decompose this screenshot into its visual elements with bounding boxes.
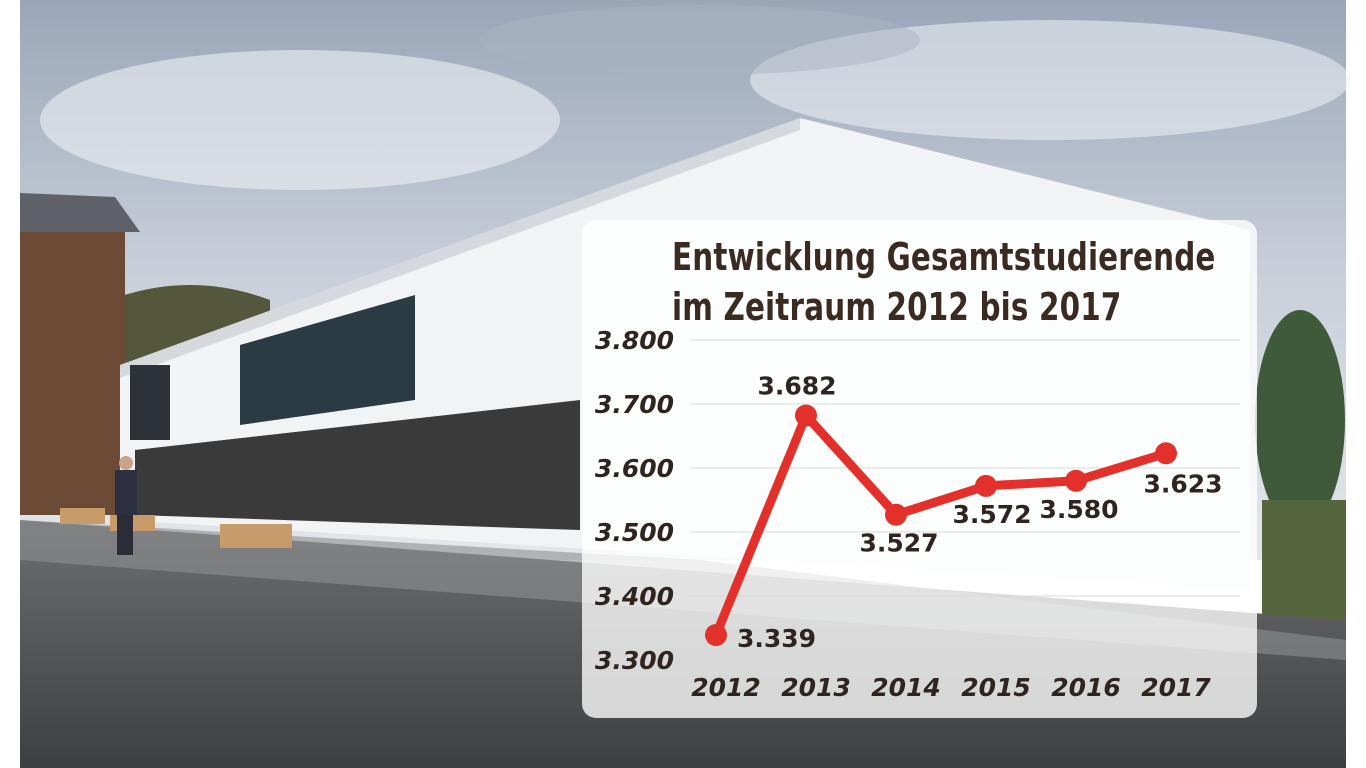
data-point — [795, 404, 817, 427]
x-tick-label: 2013 — [781, 673, 851, 702]
data-points — [705, 404, 1177, 647]
x-axis-tick-labels: 2012 2013 2014 2015 2016 2017 — [691, 673, 1211, 702]
x-tick-label: 2012 — [691, 673, 761, 702]
data-point — [975, 474, 997, 497]
data-label: 3.580 — [1039, 495, 1118, 524]
x-tick-label: 2016 — [1051, 673, 1121, 702]
y-tick-label: 3.600 — [595, 454, 674, 483]
data-point — [705, 624, 727, 647]
x-tick-label: 2015 — [961, 673, 1031, 702]
series-line — [711, 411, 1171, 640]
y-tick-label: 3.700 — [595, 390, 674, 419]
data-point — [1065, 469, 1087, 492]
data-label: 3.623 — [1143, 469, 1222, 498]
data-label: 3.339 — [737, 624, 816, 653]
chart-title: Entwicklung Gesamtstudierende im Zeitrau… — [672, 232, 1216, 332]
data-label: 3.682 — [757, 372, 836, 401]
data-label: 3.527 — [859, 529, 938, 558]
chart-panel — [582, 220, 1257, 718]
x-tick-label: 2017 — [1141, 673, 1211, 702]
data-label: 3.572 — [952, 500, 1031, 529]
data-point — [885, 503, 907, 526]
y-tick-label: 3.300 — [595, 646, 674, 675]
y-tick-label: 3.800 — [595, 326, 674, 355]
y-tick-label: 3.500 — [595, 518, 674, 547]
x-tick-label: 2014 — [871, 673, 941, 702]
y-axis-tick-labels: 3.300 3.400 3.500 3.600 3.700 3.800 — [595, 326, 674, 675]
chart-title-line-2: im Zeitraum 2012 bis 2017 — [672, 285, 1122, 329]
chart-title-line-1: Entwicklung Gesamtstudierende — [672, 235, 1216, 279]
data-point — [1155, 442, 1177, 465]
gridlines — [690, 339, 1240, 661]
data-labels: 3.339 3.682 3.527 3.572 3.580 3.623 — [737, 372, 1223, 654]
y-tick-label: 3.400 — [595, 582, 674, 611]
